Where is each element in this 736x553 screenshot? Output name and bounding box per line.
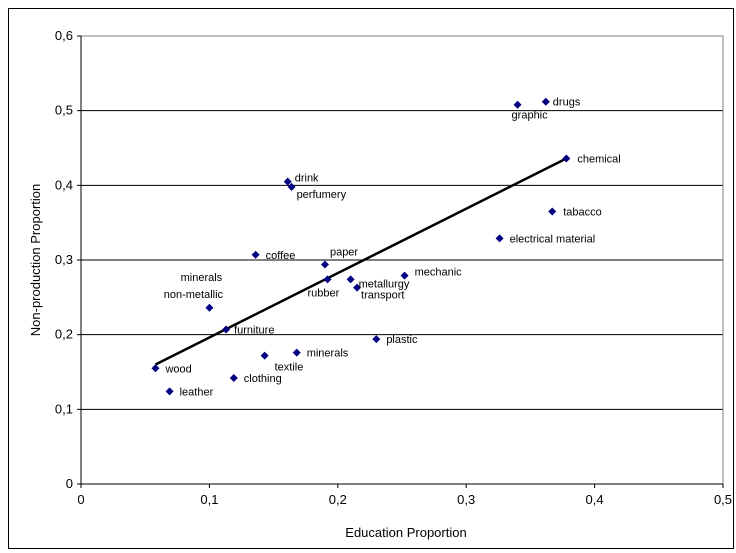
point-label: tabacco bbox=[563, 206, 602, 218]
y-tick-label: 0 bbox=[66, 476, 73, 491]
data-point bbox=[292, 348, 301, 357]
x-tick-label: 0 bbox=[77, 492, 84, 507]
y-tick-label: 0,3 bbox=[55, 252, 73, 267]
point-label: drugs bbox=[553, 97, 581, 109]
data-point bbox=[346, 275, 355, 284]
data-point bbox=[287, 182, 296, 191]
point-label: drink bbox=[295, 173, 319, 185]
point-label: non-metallic bbox=[164, 289, 224, 301]
data-point bbox=[353, 283, 362, 292]
point-label: perfumery bbox=[297, 189, 347, 201]
point-label: electrical material bbox=[510, 233, 596, 245]
point-label: plastic bbox=[386, 334, 418, 346]
y-tick-label: 0,2 bbox=[55, 327, 73, 342]
x-tick-label: 0,3 bbox=[457, 492, 475, 507]
x-tick-label: 0,1 bbox=[200, 492, 218, 507]
point-label: coffee bbox=[266, 250, 296, 262]
point-label: rubber bbox=[308, 287, 340, 299]
point-label: leather bbox=[180, 386, 214, 398]
data-point bbox=[541, 97, 550, 106]
point-label: graphic bbox=[512, 110, 549, 122]
data-points bbox=[151, 97, 571, 396]
data-point bbox=[320, 260, 329, 269]
point-label: clothing bbox=[244, 373, 282, 385]
point-label: mechanic bbox=[415, 267, 463, 279]
data-point bbox=[222, 325, 231, 334]
data-point bbox=[495, 234, 504, 243]
trendline-group bbox=[154, 157, 567, 366]
point-label: minerals bbox=[181, 272, 223, 284]
y-tick-label: 0,5 bbox=[55, 103, 73, 118]
x-axis-title: Education Proportion bbox=[345, 525, 466, 540]
data-point bbox=[260, 351, 269, 360]
data-point bbox=[151, 364, 160, 373]
x-tick-label: 0,5 bbox=[714, 492, 732, 507]
data-point bbox=[323, 275, 332, 284]
data-point bbox=[400, 271, 409, 280]
point-label: chemical bbox=[577, 153, 620, 165]
data-point bbox=[513, 100, 522, 109]
point-label: wood bbox=[164, 363, 191, 375]
axes: 0 0,1 0,2 0,3 0,4 0,5 0,6 0 0,1 0,2 0,3 0,4 0,5 bbox=[55, 28, 732, 507]
point-label: textile bbox=[275, 362, 304, 374]
trendline bbox=[154, 157, 567, 366]
point-labels: drugs graphic chemical tabacco electrical ma… bbox=[164, 97, 621, 399]
y-tick-label: 0,6 bbox=[55, 28, 73, 43]
x-tick-label: 0,4 bbox=[586, 492, 604, 507]
data-point bbox=[251, 250, 260, 259]
y-tick-label: 0,1 bbox=[55, 401, 73, 416]
data-point bbox=[562, 154, 571, 163]
point-label: metallurgy bbox=[359, 278, 410, 290]
point-label: transport bbox=[361, 290, 404, 302]
chart-frame bbox=[8, 8, 734, 549]
y-tick-label: 0,4 bbox=[55, 177, 73, 192]
data-point bbox=[205, 303, 214, 312]
data-point bbox=[283, 177, 292, 186]
y-axis-title: Non-production Proportion bbox=[28, 184, 43, 336]
point-label: paper bbox=[330, 246, 358, 258]
gridlines bbox=[81, 110, 723, 410]
data-point bbox=[372, 335, 381, 344]
x-tick-label: 0,2 bbox=[329, 492, 347, 507]
point-label: minerals bbox=[307, 348, 349, 360]
data-point bbox=[548, 207, 557, 216]
point-label: furniture bbox=[234, 324, 274, 336]
data-point bbox=[229, 373, 238, 382]
data-point bbox=[165, 387, 174, 396]
